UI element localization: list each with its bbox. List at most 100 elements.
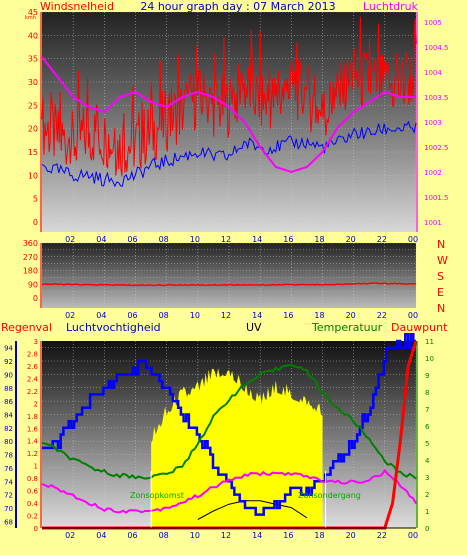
temperature-tick-label: 11 bbox=[425, 338, 434, 346]
time-tick-label: 08 bbox=[159, 235, 169, 244]
time-tick-label: 12 bbox=[221, 311, 231, 320]
time-tick-label: 12 bbox=[221, 235, 231, 244]
time-tick-label: 22 bbox=[377, 311, 387, 320]
temperature-tick-label: 9 bbox=[425, 372, 429, 380]
time-tick-label: 18 bbox=[314, 235, 324, 244]
compass-label: W bbox=[437, 254, 448, 267]
time-tick-label: 02 bbox=[65, 311, 75, 320]
time-tick-label: 14 bbox=[252, 311, 262, 320]
temperature-tick-label: 10 bbox=[425, 355, 434, 363]
time-tick-label: 18 bbox=[314, 311, 324, 320]
temperature-tick-label: 2 bbox=[425, 491, 429, 499]
time-tick-label: 10 bbox=[190, 235, 200, 244]
temperature-tick-label: 4 bbox=[425, 457, 430, 465]
humidity-tick-label: 68 bbox=[4, 518, 13, 526]
temperature-label: Temperatuur bbox=[311, 321, 383, 334]
wind-direction-line bbox=[42, 282, 417, 287]
humidity-tick-label: 90 bbox=[4, 371, 13, 379]
pressure-tick-label: 1003 bbox=[424, 119, 442, 127]
direction-tick-label: 0 bbox=[33, 294, 38, 303]
temperature-tick-label: 5 bbox=[425, 440, 429, 448]
temperature-tick-label: 0 bbox=[425, 525, 429, 533]
time-tick-label: 20 bbox=[346, 235, 356, 244]
panel1-axes: 0 5 10 15 20 25 30 35 40 45 1001 1001.5 1002 1002.5 10… bbox=[28, 8, 449, 232]
rain-tick-label: 1.8 bbox=[27, 413, 38, 421]
direction-tick-label: 90 bbox=[28, 280, 38, 289]
temperature-tick-label: 8 bbox=[425, 389, 429, 397]
time-tick-label: 04 bbox=[96, 235, 106, 244]
wind-axis-title: Windsnelheid bbox=[40, 0, 114, 13]
rain-tick-label: 0.2 bbox=[27, 513, 38, 521]
uv-label: UV bbox=[246, 321, 262, 334]
humidity-tick-label: 92 bbox=[4, 358, 13, 366]
humidity-tick-label: 84 bbox=[4, 411, 13, 419]
pressure-line bbox=[41, 56, 416, 174]
pressure-tick-label: 1004.5 bbox=[424, 44, 449, 52]
time-tick-label: 12 bbox=[221, 531, 231, 540]
panel1-series bbox=[41, 16, 417, 188]
rain-tick-label: 0.8 bbox=[27, 475, 38, 483]
time-tick-label: 08 bbox=[159, 531, 169, 540]
solar-radiation-area bbox=[151, 368, 323, 528]
rain-tick-label: 3 bbox=[34, 338, 38, 346]
wind-tick-label: 10 bbox=[28, 171, 38, 180]
time-tick-label: 00 bbox=[408, 235, 418, 244]
time-tick-label: 02 bbox=[65, 531, 75, 540]
pressure-tick-label: 1002 bbox=[424, 169, 442, 177]
time-tick-label: 04 bbox=[96, 531, 106, 540]
time-tick-label: 06 bbox=[127, 235, 137, 244]
compass-label: S bbox=[437, 270, 444, 283]
time-tick-label: 20 bbox=[346, 531, 356, 540]
time-tick-label: 20 bbox=[346, 311, 356, 320]
pressure-tick-label: 1001 bbox=[424, 219, 442, 227]
time-tick-label: 16 bbox=[283, 235, 293, 244]
humidity-tick-label: 94 bbox=[4, 345, 13, 353]
compass-label: N bbox=[437, 238, 445, 251]
wind-tick-label: 25 bbox=[28, 101, 38, 110]
time-tick-label: 04 bbox=[96, 311, 106, 320]
pressure-tick-label: 1002.5 bbox=[424, 144, 449, 152]
wind-unit-label: kmh bbox=[25, 15, 36, 21]
compass-label: N bbox=[437, 302, 445, 315]
dewpoint-label: Dauwpunt bbox=[391, 321, 448, 334]
humidity-tick-label: 70 bbox=[4, 505, 13, 513]
rain-tick-label: 1.2 bbox=[27, 450, 38, 458]
wind-tick-label: 40 bbox=[28, 31, 38, 40]
rain-tick-label: 2.8 bbox=[27, 350, 38, 358]
rain-tick-label: 0.6 bbox=[27, 488, 39, 496]
pressure-tick-label: 1001.5 bbox=[424, 194, 449, 202]
temperature-line bbox=[41, 363, 417, 480]
wind-tick-label: 0 bbox=[33, 218, 38, 227]
rain-tick-label: 2.4 bbox=[27, 375, 39, 383]
rain-tick-label: 1.4 bbox=[27, 438, 39, 446]
time-tick-label: 14 bbox=[252, 531, 262, 540]
time-tick-label: 22 bbox=[377, 235, 387, 244]
humidity-tick-label: 86 bbox=[4, 398, 13, 406]
time-tick-label: 10 bbox=[190, 531, 200, 540]
wind-tick-label: 45 bbox=[28, 8, 38, 17]
temperature-tick-label: 6 bbox=[425, 423, 430, 431]
sunset-annotation: Zonsondergang bbox=[298, 491, 361, 500]
compass-label: E bbox=[437, 286, 444, 299]
humidity-tick-label: 88 bbox=[4, 385, 13, 393]
rain-tick-label: 2.2 bbox=[27, 388, 38, 396]
panel3-series bbox=[41, 333, 418, 530]
wind-tick-label: 5 bbox=[33, 195, 38, 204]
time-tick-label: 00 bbox=[408, 311, 418, 320]
pressure-tick-label: 1005 bbox=[424, 19, 442, 27]
rain-label: Regenval bbox=[1, 321, 52, 334]
humidity-tick-label: 82 bbox=[4, 425, 13, 433]
rain-tick-label: 0.4 bbox=[27, 500, 39, 508]
humidity-tick-label: 74 bbox=[4, 478, 13, 486]
humidity-label: Luchtvochtigheid bbox=[66, 321, 161, 334]
direction-tick-label: 360 bbox=[23, 239, 38, 248]
panel3-axes: 687072747678808284868890929400.20.40.60.… bbox=[4, 338, 434, 533]
time-tick-label: 08 bbox=[159, 311, 169, 320]
time-tick-label: 10 bbox=[190, 311, 200, 320]
wind-tick-label: 30 bbox=[28, 78, 38, 87]
rain-tick-label: 1 bbox=[34, 463, 38, 471]
temperature-tick-label: 1 bbox=[425, 508, 429, 516]
panel2-series bbox=[42, 282, 417, 287]
